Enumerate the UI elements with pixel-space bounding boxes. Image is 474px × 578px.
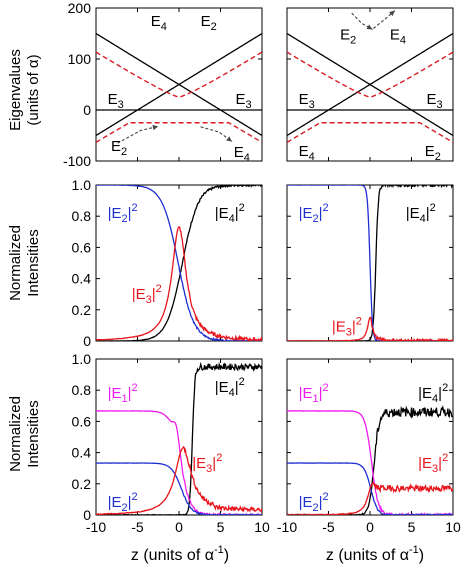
x-tick-label: 10 — [445, 519, 461, 535]
x-tick-label: 10 — [254, 519, 270, 535]
plot-area — [287, 185, 453, 341]
row-label-eigenvalues-units: (units of α) — [25, 54, 42, 125]
curve-label: E3 — [235, 91, 251, 111]
y-tick-label: 1.0 — [72, 177, 92, 193]
row-label-intensities-mid-1: Normalized — [7, 225, 24, 301]
series-line-red-2 — [287, 316, 453, 341]
x-tick-label: 5 — [408, 519, 416, 535]
y-tick-label: 1.0 — [72, 351, 92, 367]
panel-mid-right: |E2|2 |E4|2 |E3|2 — [286, 184, 454, 342]
y-tick-label: 200 — [68, 0, 92, 16]
curve-label: E4 — [390, 27, 406, 47]
y-tick-label: 0 — [83, 507, 91, 523]
curve-label: E3 — [299, 91, 315, 111]
curve-label: |E4|2 — [418, 382, 448, 405]
x-axis-labels: z (units of α-1) z (units of α-1) — [131, 544, 424, 564]
series-line-dashed_red-4 — [96, 122, 262, 143]
curve-label: |E2|2 — [108, 202, 138, 225]
arrow-head — [366, 24, 373, 30]
x-tick-label: -5 — [322, 519, 335, 535]
row-label-intensities-bot-2: Intensities — [25, 400, 42, 468]
y-tick-label: 0 — [83, 333, 91, 349]
plot-area — [287, 32, 453, 143]
curve-label: |E4|2 — [215, 202, 245, 225]
y-tick-label: 0.2 — [72, 302, 92, 318]
row-label-intensities-bot-1: Normalized — [7, 396, 24, 472]
plot-area — [96, 32, 262, 143]
row-label-intensities-mid-2: Intensities — [25, 229, 42, 297]
arrow-head — [226, 136, 233, 142]
series-line-dashed_red-4 — [287, 122, 453, 143]
panel-top-right: E2 E4 E3 E3 E4 E2 — [286, 7, 454, 163]
curve-label: |E4|2 — [215, 376, 245, 399]
y-tick-label: 100 — [68, 51, 92, 67]
x-tick-label: -10 — [277, 519, 297, 535]
y-tick-label: 0.2 — [72, 476, 92, 492]
plot-area — [96, 361, 262, 515]
curve-label: |E4|2 — [406, 202, 436, 225]
series-line-black-1 — [287, 32, 453, 137]
curve-label: E2 — [340, 27, 356, 47]
series-line-dashed_red-3 — [96, 51, 262, 98]
panel-bot-left: 0 0.2 0.4 0.6 0.8 1.0 -10 -5 0 5 10 |E1|2 |E4|2 |E3|2… — [72, 351, 270, 535]
arrow-path — [200, 126, 233, 143]
series-line-red-2 — [96, 226, 262, 341]
arrow-head — [389, 10, 395, 17]
row-label-eigenvalues: Eigenvalues — [7, 49, 24, 131]
series-line-red-3 — [287, 481, 453, 515]
curve-label: E4 — [151, 13, 167, 33]
y-tick-label: 0 — [83, 102, 91, 118]
arrow-head — [152, 125, 159, 131]
y-tick-label: 0.8 — [72, 382, 92, 398]
x-axis-label-left: z (units of α-1) — [131, 544, 229, 564]
curve-label: |E2|2 — [299, 491, 329, 514]
curve-label: E2 — [425, 143, 441, 163]
curve-label: |E1|2 — [299, 382, 329, 405]
series-line-blue-2 — [96, 462, 262, 515]
x-axis-label-right: z (units of α-1) — [326, 544, 424, 564]
series-line-blue-1 — [96, 185, 262, 341]
plot-area — [287, 405, 453, 515]
panel-top-left: -100 0 100 200 E4 E2 E3 E3 E2 E4 — [63, 0, 263, 169]
series-line-red-3 — [96, 445, 262, 515]
panel-bot-right: -10 -5 0 5 10 |E1|2 |E4|2 |E3|2 |E2|2 — [277, 358, 461, 535]
curve-label: E4 — [234, 144, 250, 164]
curve-label: E3 — [108, 91, 124, 111]
curve-label: |E3|2 — [418, 452, 448, 475]
y-tick-label: 0.8 — [72, 208, 92, 224]
curve-label: |E3|2 — [192, 452, 222, 475]
curve-label: |E2|2 — [299, 202, 329, 225]
series-line-black-0 — [96, 185, 262, 341]
y-tick-label: 0.6 — [72, 413, 92, 429]
curve-label: |E3|2 — [332, 316, 362, 339]
x-tick-label: -5 — [131, 519, 144, 535]
row-labels: Eigenvalues (units of α) Normalized Inte… — [7, 49, 42, 472]
x-tick-label: -10 — [86, 519, 106, 535]
curve-label: E4 — [299, 143, 315, 163]
y-tick-label: 0.4 — [72, 271, 92, 287]
series-line-black-1 — [96, 32, 262, 137]
curve-label: |E3|2 — [132, 283, 162, 306]
x-tick-label: 0 — [175, 519, 183, 535]
arrow-path — [117, 125, 159, 144]
plot-area — [96, 185, 262, 341]
series-line-blue-2 — [287, 462, 453, 515]
curve-label: |E1|2 — [108, 382, 138, 405]
curve-label: E2 — [201, 13, 217, 33]
series-line-black-0 — [96, 361, 262, 515]
curve-label: E3 — [426, 91, 442, 111]
x-tick-label: 5 — [217, 519, 225, 535]
curve-label: |E2|2 — [108, 491, 138, 514]
curve-label: E2 — [111, 138, 127, 158]
y-tick-label: 0.4 — [72, 445, 92, 461]
x-tick-label: 0 — [366, 519, 374, 535]
series-line-dashed_red-3 — [287, 51, 453, 98]
panel-mid-left: 0 0.2 0.4 0.6 0.8 1.0 |E2|2 |E4|2 |E3|2 — [72, 177, 263, 349]
y-tick-label: -100 — [63, 153, 91, 169]
y-tick-label: 0.6 — [72, 239, 92, 255]
